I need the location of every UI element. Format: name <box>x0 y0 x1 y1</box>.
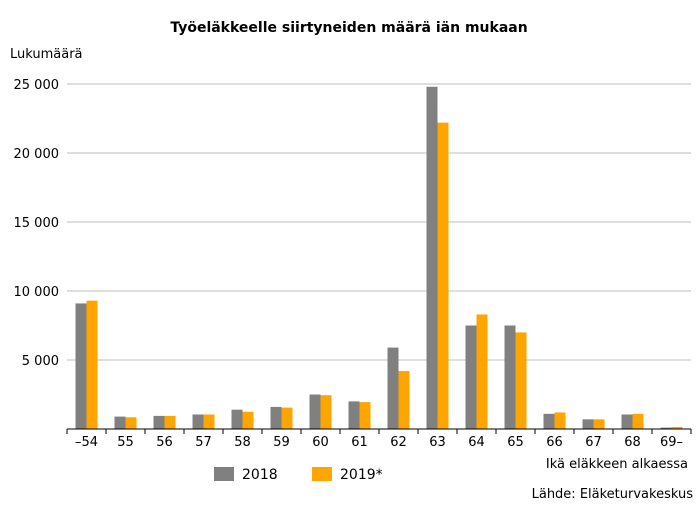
bar-2019-15 <box>671 426 683 429</box>
legend-swatch <box>214 467 234 481</box>
bar-2019-8 <box>398 371 410 429</box>
bar-2019-5 <box>281 407 293 429</box>
x-tick-label: 64 <box>468 435 485 450</box>
gridlines <box>67 83 691 361</box>
bars <box>75 86 683 429</box>
y-tick-label: 25 000 <box>14 78 60 93</box>
y-axis-label: Lukumäärä <box>10 47 83 62</box>
y-tick-label: 15 000 <box>14 216 60 231</box>
bar-2018-13 <box>582 419 594 429</box>
bar-2018-3 <box>192 414 204 429</box>
x-tick-labels: –54 55 56 57 58 59 60 61 62 63 64 65 66 67 68 69– <box>66 429 692 450</box>
bar-2019-9 <box>437 122 449 429</box>
y-tick-label: 5 000 <box>22 354 59 369</box>
bar-2019-11 <box>515 332 527 429</box>
bar-2019-6 <box>320 395 332 429</box>
bar-2018-8 <box>387 347 399 429</box>
x-tick-label: 55 <box>117 435 134 450</box>
x-tick-label: 65 <box>507 435 524 450</box>
bar-2018-6 <box>309 394 321 429</box>
bar-2019-13 <box>593 419 605 429</box>
bar-2019-10 <box>476 314 488 429</box>
chart-title: Työeläkkeelle siirtyneiden määrä iän muk… <box>170 20 527 36</box>
source-note: Lähde: Eläketurvakeskus <box>532 487 694 502</box>
bar-2019-3 <box>203 414 215 429</box>
bar-2019-1 <box>125 417 137 429</box>
x-tick-label: 69– <box>660 435 683 450</box>
legend-label: 2018 <box>242 467 278 483</box>
bar-2018-0 <box>75 303 87 429</box>
bar-2018-9 <box>426 86 438 429</box>
x-tick-label: 61 <box>351 435 368 450</box>
bar-2019-2 <box>164 415 176 429</box>
legend-label: 2019* <box>340 467 383 483</box>
x-tick-label: 58 <box>234 435 251 450</box>
bar-2019-12 <box>554 412 566 429</box>
bar-2018-15 <box>660 427 672 429</box>
bar-2018-1 <box>114 416 126 429</box>
bar-2018-12 <box>543 413 555 429</box>
bar-2019-14 <box>632 413 644 429</box>
x-tick-label: 59 <box>273 435 290 450</box>
y-tick-labels: 5 000 10 000 15 000 20 000 25 000 <box>14 78 60 369</box>
bar-2018-14 <box>621 414 633 429</box>
bar-2019-0 <box>86 300 98 429</box>
x-tick-label: 66 <box>546 435 563 450</box>
legend-swatch <box>312 467 332 481</box>
x-tick-label: 57 <box>195 435 212 450</box>
bar-2018-7 <box>348 401 360 429</box>
x-tick-label: 67 <box>585 435 602 450</box>
x-tick-label: 62 <box>390 435 407 450</box>
x-axis-label: Ikä eläkkeen alkaessa <box>546 457 688 472</box>
y-tick-label: 10 000 <box>14 285 60 300</box>
x-tick-label: 63 <box>429 435 446 450</box>
bar-2018-4 <box>231 409 243 429</box>
bar-2018-11 <box>504 325 516 429</box>
legend: 2018 2019* <box>214 467 383 483</box>
bar-2018-10 <box>465 325 477 429</box>
bar-2019-4 <box>242 411 254 429</box>
bar-2018-5 <box>270 406 282 429</box>
x-tick-label: –54 <box>75 435 98 450</box>
bar-2019-7 <box>359 402 371 429</box>
x-tick-label: 56 <box>156 435 173 450</box>
bar-2018-2 <box>153 415 165 429</box>
x-tick-label: 68 <box>624 435 641 450</box>
y-tick-label: 20 000 <box>14 147 60 162</box>
x-tick-label: 60 <box>312 435 329 450</box>
